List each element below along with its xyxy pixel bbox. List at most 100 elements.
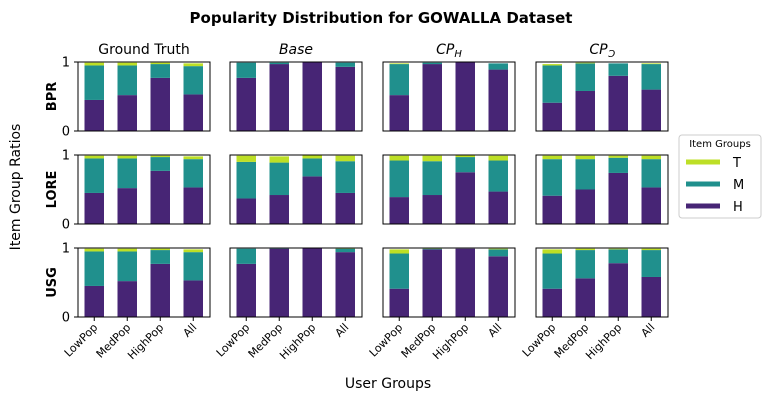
column-title-subscript: Ɔ — [608, 49, 616, 60]
y-axis-label: Item Group Ratios — [8, 124, 24, 251]
x-tick-label: HighPop — [125, 321, 166, 362]
x-tick-label: All — [639, 321, 658, 340]
panel-frame — [382, 61, 516, 132]
panel — [535, 154, 669, 225]
bar-segment-t — [183, 249, 203, 253]
bar-segment-t — [542, 64, 562, 66]
legend-title: Item Groups — [689, 139, 751, 150]
bar-segment-t — [269, 156, 289, 163]
legend-swatch — [686, 181, 720, 187]
bar-segment-h — [302, 248, 322, 317]
legend-frame — [678, 134, 762, 219]
bar-segment-m — [641, 64, 661, 90]
panel-frame — [535, 61, 669, 132]
bar-segment-m — [608, 157, 628, 173]
bar-segment-h — [542, 288, 562, 317]
bar-segment-h — [84, 285, 104, 317]
legend-entry: M — [733, 178, 744, 193]
panel — [229, 61, 363, 132]
bar-segment-m — [389, 64, 409, 96]
bar-segment-m — [84, 251, 104, 286]
panel-frame — [535, 154, 669, 225]
bar-segment-h — [389, 197, 409, 224]
bar-segment-h — [183, 280, 203, 317]
panel-frame — [535, 247, 669, 318]
bar-segment-h — [455, 172, 475, 224]
bar-segment-t — [575, 62, 595, 64]
bar-segment-t — [84, 62, 104, 66]
bar-segment-m — [269, 62, 289, 65]
bar-segment-t — [575, 248, 595, 251]
bar-segment-h — [335, 66, 355, 131]
bar-segment-m — [84, 158, 104, 193]
panel-frame — [229, 61, 363, 132]
bar-segment-m — [641, 250, 661, 277]
panel — [229, 154, 363, 225]
bar-segment-m — [641, 159, 661, 188]
bar-segment-h — [236, 198, 256, 224]
bar-segment-m — [335, 161, 355, 193]
panel-frame — [77, 247, 211, 318]
bar-segment-h — [269, 64, 289, 131]
column-title: CPƆ — [589, 42, 615, 60]
bar-segment-h — [335, 252, 355, 317]
y-tick-label: 0 — [62, 311, 70, 326]
bar-segment-m — [488, 160, 508, 192]
bar-segment-m — [84, 65, 104, 100]
bar-segment-m — [488, 249, 508, 257]
bar-segment-h — [455, 248, 475, 317]
bar-segment-m — [302, 158, 322, 177]
y-tick-label: 1 — [62, 56, 70, 71]
bar-segment-h — [575, 90, 595, 131]
bar-segment-m — [236, 161, 256, 199]
bar-segment-t — [488, 155, 508, 161]
bar-segment-h — [236, 77, 256, 131]
column-title: Base — [279, 42, 313, 58]
bar-segment-h — [641, 187, 661, 224]
panel — [535, 61, 669, 132]
bar-segment-h — [236, 263, 256, 317]
bar-segment-m — [422, 161, 442, 196]
bar-segment-h — [488, 191, 508, 224]
row-label: BPR — [45, 82, 60, 111]
bar-segment-m — [150, 64, 170, 78]
chart-title: Popularity Distribution for GOWALLA Data… — [190, 9, 573, 27]
x-tick-label: HighPop — [277, 321, 318, 362]
bar-segment-h — [608, 172, 628, 224]
bar-segment-m — [488, 63, 508, 70]
x-tick-label: All — [181, 321, 200, 340]
bar-segment-m — [389, 253, 409, 289]
column-title-subscript: H — [454, 49, 462, 60]
bar-segment-h — [150, 170, 170, 224]
bar-segment-t — [117, 155, 137, 159]
bar-segment-t — [389, 249, 409, 254]
bar-segment-h — [422, 64, 442, 131]
bar-segment-m — [542, 65, 562, 103]
x-tick-label: All — [333, 321, 352, 340]
bar-segment-m — [335, 248, 355, 253]
bar-segment-m — [422, 248, 442, 250]
bar-segment-t — [389, 155, 409, 161]
x-tick-label: All — [486, 321, 505, 340]
bar-segment-m — [183, 252, 203, 281]
bar-segment-t — [183, 156, 203, 160]
bar-segment-h — [117, 188, 137, 224]
bar-segment-h — [335, 192, 355, 224]
bar-segment-t — [236, 155, 256, 162]
bar-segment-h — [84, 192, 104, 224]
bar-segment-t — [335, 155, 355, 162]
panel-frame — [77, 154, 211, 225]
bar-segment-h — [117, 281, 137, 317]
bar-segment-h — [84, 99, 104, 131]
bar-segment-h — [302, 62, 322, 131]
panel-frame — [229, 247, 363, 318]
bar-segment-t — [575, 155, 595, 160]
bar-segment-m — [183, 159, 203, 188]
legend-entry: T — [732, 156, 741, 171]
bar-segment-h — [183, 94, 203, 131]
